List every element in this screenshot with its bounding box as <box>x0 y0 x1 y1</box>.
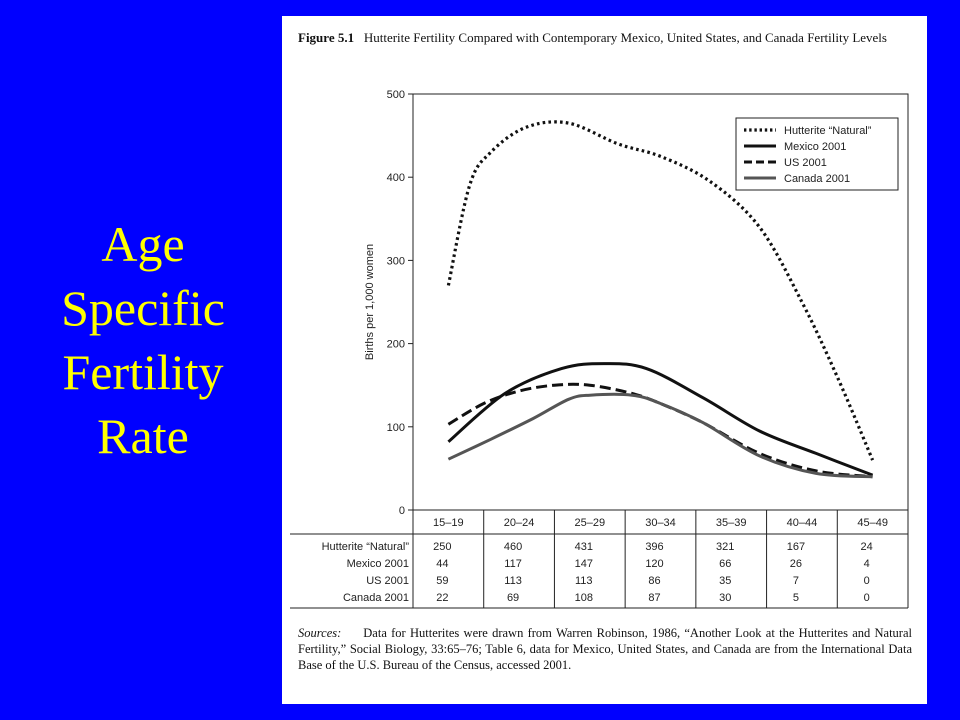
series-line-hutterite <box>446 120 875 461</box>
sources-text: Data for Hutterites were drawn from Warr… <box>298 626 912 672</box>
y-tick-label: 300 <box>387 255 405 267</box>
x-tick-label: 25–29 <box>574 517 605 529</box>
table-cell: 167 <box>787 541 805 553</box>
sources-note: Sources: Data for Hutterites were drawn f… <box>298 625 912 673</box>
table-cell: 22 <box>436 592 448 604</box>
table-cell: 120 <box>645 558 663 570</box>
y-tick-label: 0 <box>399 505 405 517</box>
y-tick-label: 500 <box>387 89 405 101</box>
slide-title-line: Rate <box>97 408 189 464</box>
table-cell: 113 <box>504 575 522 587</box>
table-cell: 69 <box>507 592 519 604</box>
x-tick-label: 35–39 <box>716 517 747 529</box>
table-row-label: US 2001 <box>366 575 409 587</box>
x-tick-label: 45–49 <box>857 517 888 529</box>
table-cell: 5 <box>793 592 799 604</box>
table-cell: 113 <box>575 575 593 587</box>
series-line-us <box>447 382 873 479</box>
x-tick-label: 40–44 <box>787 517 818 529</box>
x-tick-label: 20–24 <box>504 517 535 529</box>
y-tick-label: 400 <box>387 172 405 184</box>
table-cell: 7 <box>793 575 799 587</box>
figure-panel: Figure 5.1 Hutterite Fertility Compared … <box>282 16 927 704</box>
table-cell: 460 <box>504 541 522 553</box>
table-cell: 24 <box>861 541 873 553</box>
table-cell: 87 <box>648 592 660 604</box>
table-cell: 431 <box>575 541 593 553</box>
slide-title: Age Specific Fertility Rate <box>18 212 268 468</box>
table-cell: 147 <box>575 558 593 570</box>
table-cell: 59 <box>436 575 448 587</box>
table-cell: 44 <box>436 558 448 570</box>
table-row-label: Mexico 2001 <box>347 558 409 570</box>
series-line-mexico <box>447 362 874 477</box>
x-tick-label: 15–19 <box>433 517 464 529</box>
slide-title-line: Specific <box>61 280 225 336</box>
table-cell: 0 <box>864 575 870 587</box>
table-cell: 30 <box>719 592 731 604</box>
table-cell: 26 <box>790 558 802 570</box>
figure-caption-text: Hutterite Fertility Compared with Contem… <box>363 30 887 45</box>
table-cell: 117 <box>504 558 522 570</box>
table-cell: 4 <box>864 558 870 570</box>
table-row-label: Canada 2001 <box>343 592 409 604</box>
table-cell: 0 <box>864 592 870 604</box>
figure-label: Figure 5.1 <box>298 30 355 45</box>
table-cell: 321 <box>716 541 734 553</box>
table-row-label: Hutterite “Natural” <box>322 541 410 553</box>
table-cell: 66 <box>719 558 731 570</box>
series-line-canada <box>447 392 873 479</box>
slide-title-line: Fertility <box>62 344 224 400</box>
y-axis-label: Births per 1,000 women <box>364 244 376 360</box>
y-tick-label: 200 <box>387 339 405 351</box>
slide-title-line: Age <box>101 216 185 272</box>
figure-caption: Figure 5.1 Hutterite Fertility Compared … <box>298 30 908 45</box>
y-tick-label: 100 <box>387 422 405 434</box>
plot-frame <box>412 93 909 511</box>
table-cell: 250 <box>433 541 451 553</box>
legend-label-hutterite: Hutterite “Natural” <box>784 125 872 137</box>
table-cell: 86 <box>648 575 660 587</box>
table-cell: 35 <box>719 575 731 587</box>
table-cell: 108 <box>575 592 593 604</box>
x-tick-label: 30–34 <box>645 517 676 529</box>
sources-label: Sources: <box>298 626 342 640</box>
table-cell: 396 <box>645 541 663 553</box>
legend-label-mexico: Mexico 2001 <box>784 141 846 153</box>
legend-label-canada: Canada 2001 <box>784 173 850 185</box>
legend-label-us: US 2001 <box>784 157 827 169</box>
